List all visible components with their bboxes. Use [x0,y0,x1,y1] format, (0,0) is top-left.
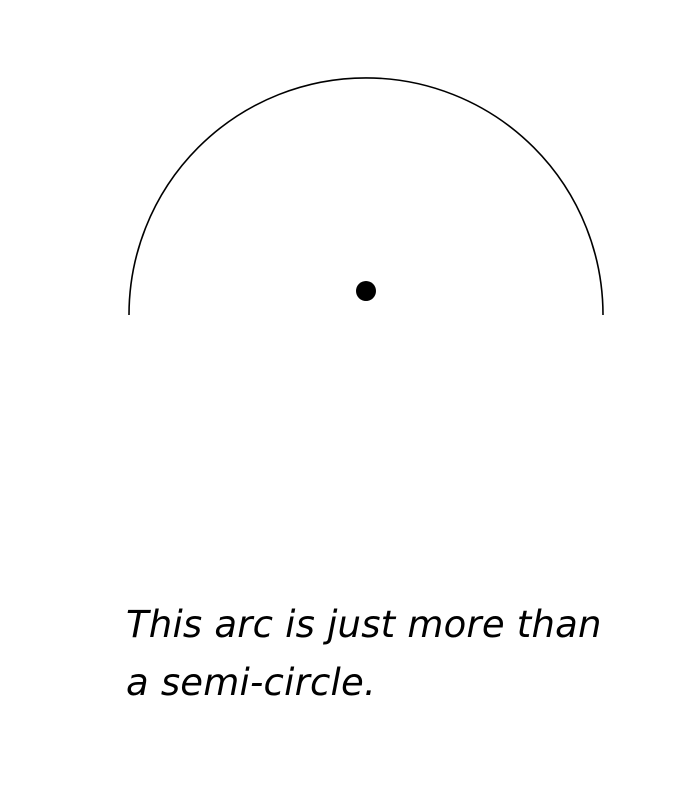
caption-line-1: This arc is just more than [126,603,602,646]
arc-caption: This arc is just more than a semi-circle… [126,596,646,712]
center-point [356,281,376,301]
caption-line-2: a semi-circle. [126,661,376,704]
arc-shape [128,77,604,316]
